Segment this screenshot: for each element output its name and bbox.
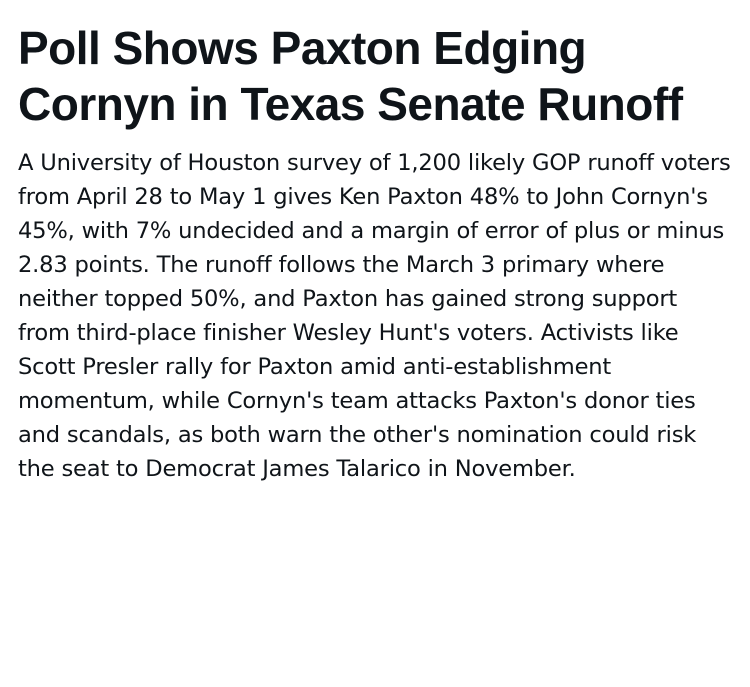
news-card[interactable]: Poll Shows Paxton Edging Cornyn in Texas… — [18, 20, 732, 486]
summary-text: A University of Houston survey of 1,200 … — [18, 150, 731, 482]
headline: Poll Shows Paxton Edging Cornyn in Texas… — [18, 22, 683, 130]
